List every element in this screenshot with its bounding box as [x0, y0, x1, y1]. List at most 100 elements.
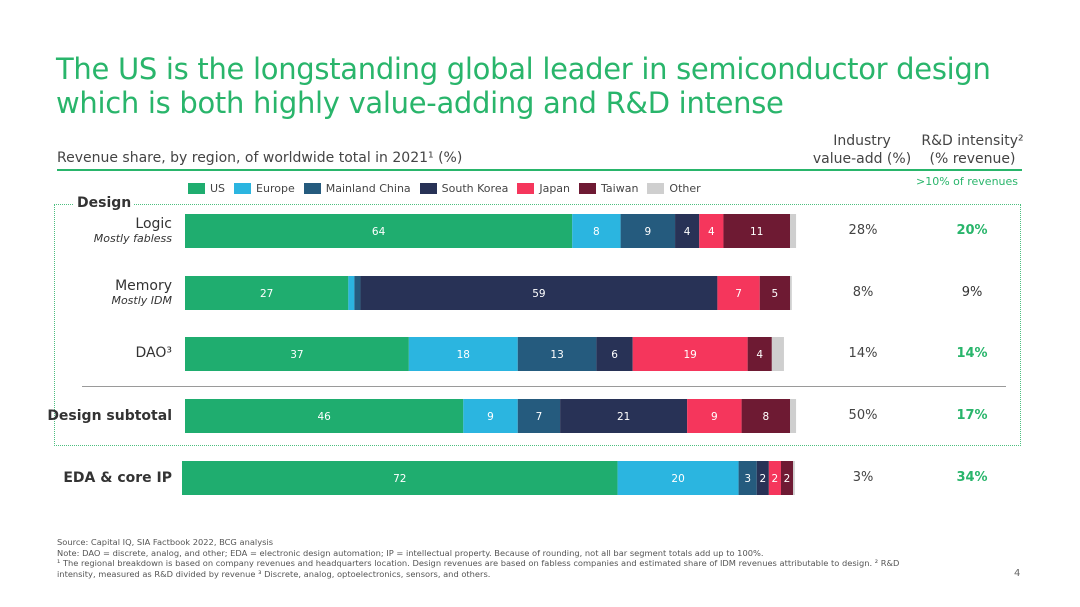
bar-value-label: 11	[750, 226, 763, 238]
bar-value-label: 2	[784, 473, 791, 485]
bar-value-label: 37	[290, 349, 303, 361]
bar-segment	[741, 399, 790, 433]
legend-label: Taiwan	[601, 181, 639, 195]
bar-value-label: 3	[744, 473, 751, 485]
legend-swatch	[188, 182, 205, 194]
bar-value-label: 9	[711, 411, 718, 423]
legend-item: Other	[647, 181, 701, 195]
rd-intensity-value: 14%	[956, 346, 988, 361]
bar-segment	[560, 399, 688, 433]
category-label: EDA & core IP	[63, 470, 172, 486]
design-subtotal-separator	[82, 386, 1006, 387]
bar-value-label: 18	[457, 349, 470, 361]
rd-header-line2: (% revenue)	[929, 151, 1016, 167]
legend-swatch	[579, 182, 597, 194]
footnotes: Source: Capital IQ, SIA Factbook 2022, B…	[57, 537, 997, 579]
title-line-1: The US is the longstanding global leader…	[56, 52, 991, 86]
bar-value-label: 46	[317, 411, 331, 423]
bar-value-label: 2	[772, 473, 779, 485]
bar-segment	[717, 276, 760, 310]
rd-intensity-header: R&D intensity² (% revenue)	[910, 132, 1035, 168]
design-group-box	[54, 204, 1021, 446]
legend-swatch	[303, 182, 321, 194]
bar-segment	[699, 214, 724, 248]
bar-segment	[408, 337, 518, 371]
bar-segment	[747, 337, 772, 371]
bar-value-label: 7	[536, 411, 543, 423]
legend-swatch	[419, 182, 437, 194]
row-label-design-subtotal: Design subtotal	[47, 408, 172, 424]
legend-item: US	[188, 182, 225, 195]
bar-segment	[771, 337, 784, 371]
bar-value-label: 6	[611, 349, 618, 361]
legend-item: Japan	[517, 182, 570, 195]
bar-segment	[759, 276, 790, 310]
bar-value-label: 9	[644, 226, 651, 238]
header-divider	[57, 169, 1022, 171]
bar-segment	[790, 214, 797, 248]
category-label: Design subtotal	[47, 408, 172, 424]
legend-label: Mainland China	[325, 181, 411, 195]
source-note: Source: Capital IQ, SIA Factbook 2022, B…	[57, 537, 274, 547]
bar-value-label: 9	[487, 411, 494, 423]
bar-value-label: 5	[772, 288, 779, 300]
bar-value-label: 20	[671, 473, 684, 485]
bar-segment	[517, 399, 561, 433]
bar-value-label: 72	[393, 473, 406, 485]
abbreviation-note: Note: DAO = discrete, analog, and other;…	[57, 547, 764, 558]
bar-value-label: 4	[756, 349, 763, 361]
industry-value-add: 3%	[852, 470, 874, 485]
bar-value-label: 13	[550, 349, 563, 361]
legend-item: Mainland China	[303, 181, 411, 195]
bar-value-label: 59	[532, 288, 545, 300]
industry-value-add: 50%	[848, 408, 878, 423]
footnote-1: ¹ The regional breakdown is based on com…	[57, 558, 900, 568]
bar-value-label: 27	[260, 288, 273, 300]
bar-segment	[185, 276, 349, 310]
legend-swatch	[647, 182, 665, 194]
rd-header-line1: R&D intensity²	[921, 133, 1024, 149]
bar-segment	[617, 461, 739, 495]
bar-segment	[675, 214, 700, 248]
bar-value-label: 64	[372, 226, 386, 238]
title-line-2: which is both highly value-adding and R&…	[56, 86, 784, 120]
bar-value-label: 7	[735, 288, 742, 300]
rd-intensity-value: 9%	[961, 285, 983, 300]
bar-segment	[596, 337, 633, 371]
row-label-eda-core-ip: EDA & core IP	[63, 470, 172, 486]
bar-segment	[185, 399, 464, 433]
bar-segment	[632, 337, 748, 371]
bar-segment	[723, 214, 790, 248]
page-title: The US is the longstanding global leader…	[56, 52, 1036, 120]
rd-intensity-value: 17%	[956, 408, 988, 423]
value-add-header-line2: value-add (%)	[812, 151, 912, 167]
row-label-logic: Logic Mostly fabless	[94, 216, 172, 245]
legend-label: US	[210, 181, 226, 195]
legend-item: Taiwan	[579, 182, 638, 195]
rd-intensity-value: 20%	[956, 223, 988, 238]
category-label: Memory	[115, 278, 172, 294]
industry-value-add: 8%	[852, 285, 874, 300]
legend-swatch	[517, 182, 535, 194]
bar-segment	[756, 461, 769, 495]
chart-subtitle: Revenue share, by region, of worldwide t…	[57, 150, 463, 166]
value-add-header: Industry value-add (%)	[802, 132, 922, 168]
bar-segment	[182, 461, 618, 495]
bar-segment	[360, 276, 718, 310]
legend-label: Other	[669, 181, 701, 195]
bar-segment	[348, 276, 355, 310]
legend-item: South Korea	[419, 182, 508, 195]
industry-value-add: 28%	[848, 223, 878, 238]
bar-value-label: 8	[762, 411, 769, 423]
category-sublabel: Mostly fabless	[93, 232, 172, 245]
rd-intensity-value: 34%	[956, 470, 988, 485]
bar-value-label: 21	[617, 411, 630, 423]
bar-segment	[517, 337, 597, 371]
design-group-label: Design	[74, 195, 135, 211]
bar-segment	[572, 214, 621, 248]
row-label-memory: Memory Mostly IDM	[111, 278, 172, 307]
bar-segment	[790, 399, 797, 433]
bar-segment	[738, 461, 757, 495]
page-number: 4	[1014, 568, 1021, 579]
rd-threshold-note: >10% of revenues	[915, 175, 1019, 188]
